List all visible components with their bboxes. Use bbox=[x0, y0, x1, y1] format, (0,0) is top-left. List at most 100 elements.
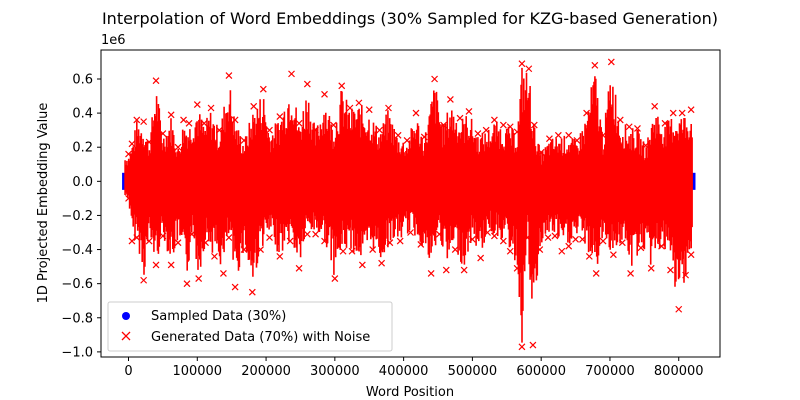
x-tick-label: 800000 bbox=[654, 364, 704, 379]
generated-marker bbox=[490, 116, 498, 124]
generated-marker bbox=[188, 230, 196, 238]
generated-marker bbox=[240, 246, 248, 253]
generated-marker bbox=[583, 109, 590, 117]
generated-marker bbox=[128, 237, 136, 245]
generated-marker bbox=[506, 123, 514, 131]
generated-marker bbox=[474, 130, 482, 137]
generated-marker bbox=[225, 234, 233, 242]
generated-marker bbox=[565, 131, 573, 139]
generated-marker bbox=[446, 96, 454, 103]
generated-marker bbox=[536, 246, 544, 253]
x-tick-label: 300000 bbox=[310, 364, 360, 379]
generated-marker bbox=[506, 247, 514, 255]
generated-marker bbox=[573, 136, 581, 144]
generated-marker bbox=[669, 109, 677, 117]
y-axis: −1.0 −0.8 −0.6 −0.4 −0.2 0.0 0.2 0.4 0.6 bbox=[61, 72, 101, 360]
plot-frame bbox=[100, 49, 721, 358]
generated-marker bbox=[407, 229, 414, 236]
generated-marker bbox=[607, 58, 615, 66]
generated-marker bbox=[128, 140, 136, 148]
generated-marker bbox=[330, 121, 337, 129]
generated-marker bbox=[435, 230, 443, 238]
x-tick-label: 500000 bbox=[448, 364, 498, 379]
generated-marker bbox=[331, 275, 339, 282]
generated-marker bbox=[667, 266, 674, 274]
y-tick-label: 0.6 bbox=[72, 72, 93, 87]
generated-marker bbox=[202, 239, 209, 247]
legend-marker-generated bbox=[121, 331, 131, 341]
generated-marker bbox=[348, 247, 356, 255]
generated-marker bbox=[440, 121, 447, 129]
x-tick-label: 400000 bbox=[379, 364, 429, 379]
generated-marker bbox=[355, 99, 363, 107]
generated-marker bbox=[231, 283, 239, 291]
generated-marker bbox=[200, 119, 208, 127]
generated-marker bbox=[365, 106, 373, 114]
generated-marker bbox=[431, 75, 438, 83]
generated-marker bbox=[338, 82, 346, 90]
x-tick-label: 100000 bbox=[172, 364, 222, 379]
generated-marker bbox=[525, 65, 533, 73]
generated-marker bbox=[167, 261, 175, 269]
generated-marker bbox=[396, 237, 404, 245]
generated-marker bbox=[276, 113, 284, 120]
generated-marker bbox=[303, 80, 311, 88]
generated-marker bbox=[609, 251, 617, 259]
generated-marker bbox=[661, 119, 669, 127]
generated-marker bbox=[152, 261, 160, 269]
generated-marker bbox=[585, 252, 593, 260]
x-tick-label: 200000 bbox=[241, 364, 291, 379]
generated-marker bbox=[225, 72, 233, 80]
y-tick-label: 0.0 bbox=[72, 175, 93, 190]
generated-marker bbox=[159, 130, 167, 137]
generated-marker bbox=[133, 116, 141, 124]
generated-marker bbox=[490, 232, 498, 240]
plot-area bbox=[100, 49, 721, 358]
generated-marker bbox=[499, 121, 507, 129]
generated-marker bbox=[185, 119, 193, 127]
generated-marker bbox=[647, 264, 655, 272]
generated-marker bbox=[266, 126, 273, 134]
generated-marker bbox=[133, 234, 141, 242]
generated-marker bbox=[442, 266, 450, 274]
generated-marker bbox=[499, 237, 507, 245]
generated-marker bbox=[420, 133, 428, 141]
generated-marker bbox=[339, 247, 347, 255]
series-layer bbox=[122, 58, 696, 351]
generated-marker bbox=[618, 239, 626, 247]
generated-marker bbox=[369, 246, 377, 253]
generated-marker bbox=[687, 106, 695, 114]
generated-marker bbox=[376, 126, 383, 134]
legend-label-sampled: Sampled Data (30%) bbox=[151, 309, 286, 324]
generated-marker bbox=[651, 102, 659, 110]
generated-data-points bbox=[124, 67, 693, 343]
generated-spike-markers bbox=[125, 58, 695, 351]
generated-marker bbox=[259, 85, 267, 93]
y-tick-label: −0.2 bbox=[61, 209, 93, 224]
generated-marker bbox=[529, 341, 537, 349]
generated-marker bbox=[266, 234, 273, 242]
generated-marker bbox=[174, 143, 182, 151]
generated-marker bbox=[140, 276, 148, 284]
x-axis: 0 100000 200000 300000 400000 500000 600000 700… bbox=[124, 357, 704, 379]
chart-title: Interpolation of Word Embeddings (30% Sa… bbox=[102, 9, 718, 28]
generated-marker bbox=[417, 241, 425, 248]
generated-marker bbox=[477, 254, 485, 262]
generated-marker bbox=[546, 135, 553, 143]
generated-marker bbox=[687, 251, 695, 259]
generated-marker bbox=[530, 121, 538, 129]
y-axis-label: 1D Projected Embedding Value bbox=[36, 103, 51, 304]
generated-marker bbox=[152, 77, 160, 85]
generated-marker bbox=[675, 305, 683, 313]
generated-marker bbox=[591, 61, 599, 69]
generated-marker bbox=[460, 266, 468, 274]
generated-marker bbox=[378, 259, 386, 267]
generated-marker bbox=[250, 102, 258, 110]
generated-marker bbox=[518, 60, 526, 68]
generated-marker bbox=[558, 247, 566, 255]
generated-marker bbox=[231, 116, 239, 124]
generated-marker bbox=[167, 111, 175, 119]
generated-marker bbox=[468, 235, 476, 243]
generated-marker bbox=[523, 234, 531, 242]
